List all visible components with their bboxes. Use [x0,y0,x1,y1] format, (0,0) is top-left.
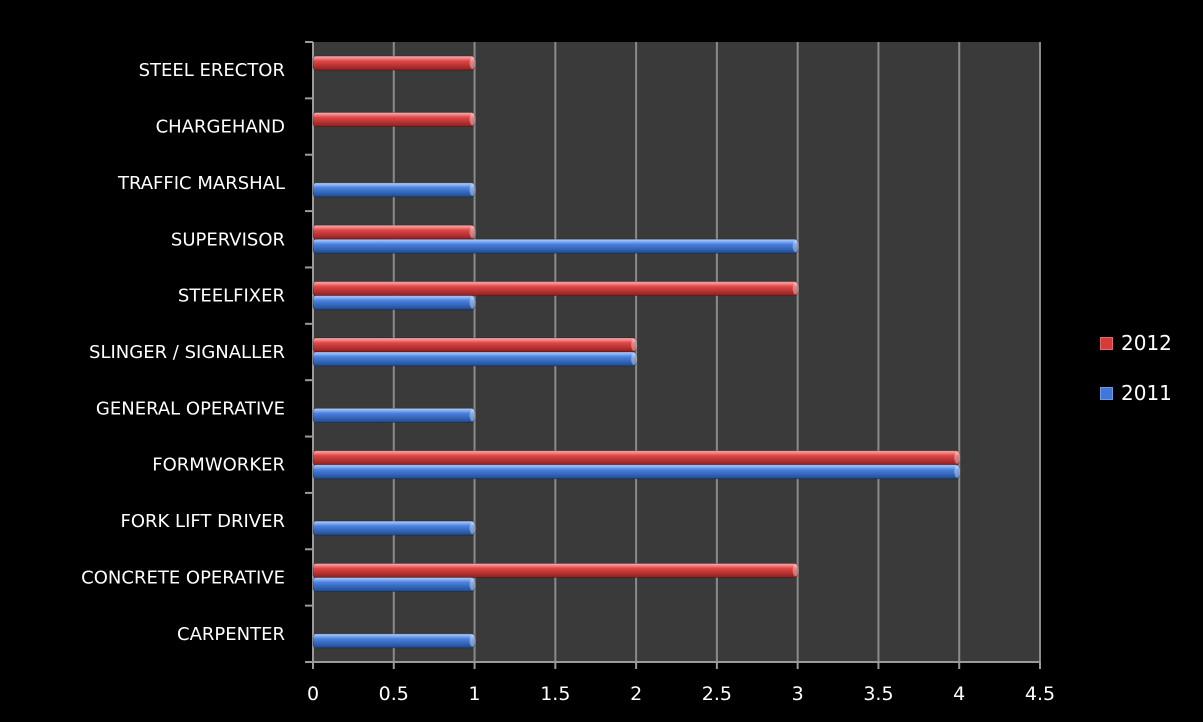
bar-cap-2011-concrete-operative [469,578,476,591]
bar-2012-slinger-signaller [312,337,637,353]
legend-label-2011: 2011 [1121,381,1172,405]
axes [305,41,1041,669]
bar-2012-chargehand [312,112,476,128]
category-label-chargehand: CHARGEHAND [156,117,285,138]
category-label-steelfixer: STEELFIXER [178,286,285,307]
x-tick-label-3-5: 3.5 [863,683,893,705]
bar-cap-2012-formworker [954,451,961,464]
category-label-slinger-signaller: SLINGER / SIGNALLER [89,342,285,363]
bar-cap-2012-steelfixer [792,282,799,295]
category-label-concrete-operative: CONCRETE OPERATIVE [81,567,285,588]
x-tick-label-1-5: 1.5 [540,683,570,705]
legend-swatch-2012 [1100,336,1113,350]
legend-item-2012: 2012 [1100,330,1200,356]
bar-2012-concrete-operative [312,562,799,578]
bar-2012-supervisor [312,224,476,240]
bar-cap-2011-slinger-signaller [631,353,638,365]
bar-cap-2011-formworker [954,465,961,478]
bar-2012-steel-erector [312,55,476,71]
category-labels: STEEL ERECTOR CHARGEHAND TRAFFIC MARSHAL SU… [81,60,285,645]
bar-cap-2012-supervisor [469,226,476,239]
legend-item-2011: 2011 [1100,380,1200,406]
category-label-general-operative: GENERAL OPERATIVE [96,398,285,419]
bar-cap-2011-carpenter [469,634,476,647]
bar-2011-fork-lift-driver [312,520,476,536]
bar-cap-2012-steel-erector [469,57,476,70]
x-tick-label-0-5: 0.5 [379,683,409,705]
x-tick-labels: 0 0.5 1 1.5 2 2.5 3 3.5 4 4.5 [307,683,1055,705]
bar-cap-2011-supervisor [792,240,799,253]
bar-cap-2012-chargehand [469,113,476,126]
bar-2011-steelfixer [312,295,476,311]
bar-cap-2011-fork-lift-driver [469,522,476,535]
x-tick-label-0: 0 [307,683,319,705]
category-label-formworker: FORMWORKER [152,455,285,476]
bars [312,55,961,649]
bar-2012-formworker [312,450,960,466]
legend-label-2012: 2012 [1121,331,1172,355]
bar-cap-2012-concrete-operative [792,564,799,577]
bar-2011-general-operative [312,407,476,423]
x-tick-label-4: 4 [953,683,965,705]
category-label-supervisor: SUPERVISOR [171,229,285,250]
x-tick-label-2: 2 [630,683,642,705]
bar-2011-formworker [312,464,960,480]
bar-2011-carpenter [312,633,476,649]
category-label-fork-lift-driver: FORK LIFT DRIVER [120,511,285,532]
bar-cap-2012-slinger-signaller [631,339,638,351]
bar-cap-2011-general-operative [469,409,476,422]
x-tick-label-2-5: 2.5 [702,683,732,705]
bar-2011-concrete-operative [312,576,476,592]
bar-2012-steelfixer [312,281,799,297]
category-label-steel-erector: STEEL ERECTOR [139,60,285,81]
bar-2011-supervisor [312,238,799,254]
bar-2011-slinger-signaller [312,351,637,367]
legend: 2012 2011 [1100,330,1200,430]
bar-cap-2011-traffic-marshal [469,183,476,196]
category-label-carpenter: CARPENTER [177,624,285,645]
legend-swatch-2011 [1100,386,1113,400]
x-tick-label-4-5: 4.5 [1025,683,1055,705]
bar-cap-2011-steelfixer [469,296,476,309]
bar-2011-traffic-marshal [312,182,476,198]
category-label-traffic-marshal: TRAFFIC MARSHAL [117,173,285,194]
x-tick-label-1: 1 [469,683,481,705]
x-tick-label-3: 3 [792,683,804,705]
